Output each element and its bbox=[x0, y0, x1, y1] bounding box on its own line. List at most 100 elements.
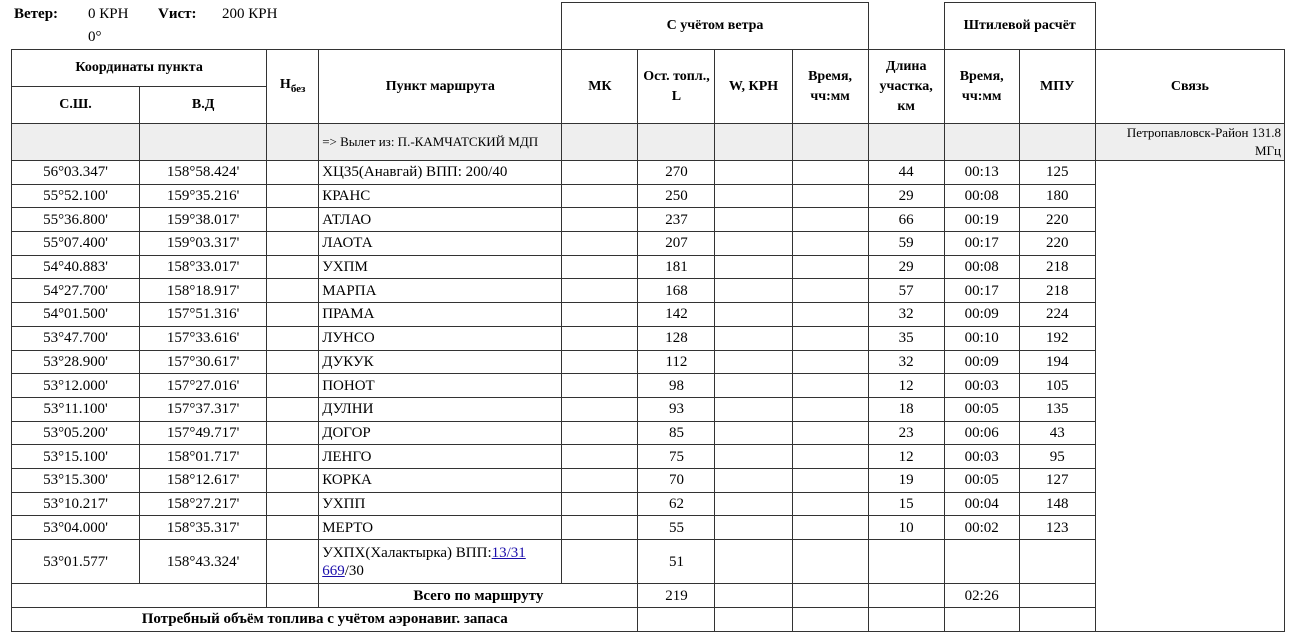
fuel: 98 bbox=[637, 373, 716, 398]
point: ДУКУК bbox=[318, 349, 563, 375]
lon: 159°38.017' bbox=[139, 207, 268, 233]
mpu: 218 bbox=[1018, 278, 1096, 304]
dist: 66 bbox=[867, 207, 945, 233]
dist: 19 bbox=[867, 467, 945, 493]
fuel: 270 bbox=[637, 160, 716, 185]
time-wind bbox=[791, 325, 869, 351]
lat: 53°15.100' bbox=[10, 444, 141, 469]
column-header: Связь bbox=[1094, 49, 1286, 124]
mk bbox=[561, 254, 639, 280]
time-wind bbox=[791, 231, 869, 256]
mpu: 123 bbox=[1018, 515, 1096, 540]
dist: 59 bbox=[867, 231, 945, 256]
lon: 157°30.617' bbox=[139, 349, 268, 375]
w bbox=[714, 515, 793, 540]
h-cell bbox=[266, 539, 320, 584]
time-calm: 00:06 bbox=[943, 420, 1020, 446]
mk bbox=[561, 160, 639, 185]
lon: 158°01.717' bbox=[139, 444, 268, 469]
fuel: 70 bbox=[637, 467, 716, 493]
fuel: 62 bbox=[637, 491, 716, 517]
row: 54°01.500' 157°51.316' ПРАМА 142 32 00:09 224 bbox=[10, 302, 1285, 327]
h-cell bbox=[266, 373, 320, 398]
column-header: В.Д bbox=[139, 86, 268, 124]
lat: 53°47.700' bbox=[10, 325, 141, 351]
spacer bbox=[267, 3, 319, 50]
dist: 32 bbox=[867, 302, 945, 327]
row: 55°52.100' 159°35.216' КРАНС 250 29 00:08 180 bbox=[10, 183, 1285, 209]
row: 56°03.347' 158°58.424' ХЦ35(Анавгай) ВПП: … bbox=[10, 160, 1286, 632]
fuel: 75 bbox=[637, 444, 716, 469]
point: УХПП bbox=[318, 491, 563, 517]
mk bbox=[561, 515, 639, 540]
lon: 158°43.324' bbox=[139, 539, 268, 584]
time-wind bbox=[791, 183, 869, 209]
row: 53°05.200' 157°49.717' ДОГОР 85 23 00:06 43 bbox=[10, 420, 1285, 446]
point: ЛУНСО bbox=[318, 325, 563, 351]
h-cell bbox=[266, 278, 320, 304]
time-calm: 00:04 bbox=[943, 491, 1020, 517]
cell bbox=[637, 123, 716, 161]
w bbox=[714, 539, 793, 584]
cell bbox=[1018, 607, 1096, 632]
mk bbox=[561, 325, 639, 351]
lat: 53°05.200' bbox=[10, 420, 141, 446]
h-cell bbox=[266, 254, 320, 280]
fuel: 250 bbox=[637, 183, 716, 209]
h-cell bbox=[266, 420, 320, 446]
fuel: 51 bbox=[637, 539, 716, 584]
group-header: Координаты пункта bbox=[10, 49, 268, 87]
dist: 57 bbox=[867, 278, 945, 304]
w bbox=[714, 278, 793, 304]
dist bbox=[867, 539, 945, 584]
mpu: 95 bbox=[1018, 444, 1096, 469]
fuel: 112 bbox=[637, 349, 716, 375]
lon: 158°58.424' bbox=[139, 160, 268, 185]
row: С.Ш. В.Д bbox=[10, 86, 1285, 124]
mk bbox=[561, 396, 639, 422]
mpu: 43 bbox=[1018, 420, 1096, 446]
fuel: 237 bbox=[637, 207, 716, 233]
lon: 157°49.717' bbox=[139, 420, 268, 446]
point-link[interactable]: 13/31 669 bbox=[322, 544, 526, 579]
lon: 159°03.317' bbox=[139, 231, 268, 256]
vist-value: 200 КРН bbox=[222, 6, 278, 22]
cell bbox=[943, 607, 1020, 632]
mpu: 218 bbox=[1018, 254, 1096, 280]
h-cell bbox=[266, 325, 320, 351]
point: МАРПА bbox=[318, 278, 563, 304]
row: 53°15.100' 158°01.717' ЛЕНГО 75 12 00:03 95 bbox=[10, 444, 1285, 469]
mk bbox=[561, 231, 639, 256]
lat: 53°04.000' bbox=[10, 515, 141, 540]
time-calm: 00:02 bbox=[943, 515, 1020, 540]
point: ПОНОТ bbox=[318, 373, 563, 398]
mk bbox=[561, 491, 639, 517]
cell bbox=[714, 123, 793, 161]
mk bbox=[561, 183, 639, 209]
lat: 53°11.100' bbox=[10, 396, 141, 422]
fuel: 55 bbox=[637, 515, 716, 540]
dist: 44 bbox=[867, 160, 945, 185]
row: => Вылет из: П.-КАМЧАТСКИЙ МДП Петропавло… bbox=[10, 123, 1286, 161]
cell bbox=[791, 583, 869, 608]
point: ДОГОР bbox=[318, 420, 563, 446]
row: 53°12.000' 157°27.016' ПОНОТ 98 12 00:03 105 bbox=[10, 373, 1285, 398]
time-calm: 00:13 bbox=[943, 160, 1020, 185]
lon: 157°51.316' bbox=[139, 302, 268, 327]
w bbox=[714, 302, 793, 327]
dist: 35 bbox=[867, 325, 945, 351]
spacer bbox=[319, 3, 562, 50]
mk bbox=[561, 207, 639, 233]
point: МЕРТО bbox=[318, 515, 563, 540]
row: 55°36.800' 159°38.017' АТЛАО 237 66 00:19 220 bbox=[10, 207, 1285, 233]
cell bbox=[714, 607, 793, 632]
h-cell bbox=[266, 467, 320, 493]
spacer bbox=[12, 3, 140, 50]
group-header: Штилевой расчёт bbox=[943, 2, 1096, 50]
point: УХПХ(Халактырка) ВПП:13/31 669/30 bbox=[318, 539, 563, 584]
point: АТЛАО bbox=[318, 207, 563, 233]
dist: 12 bbox=[867, 444, 945, 469]
lat: 53°01.577' bbox=[10, 539, 141, 584]
mpu: 220 bbox=[1018, 231, 1096, 256]
time-wind bbox=[791, 160, 869, 185]
